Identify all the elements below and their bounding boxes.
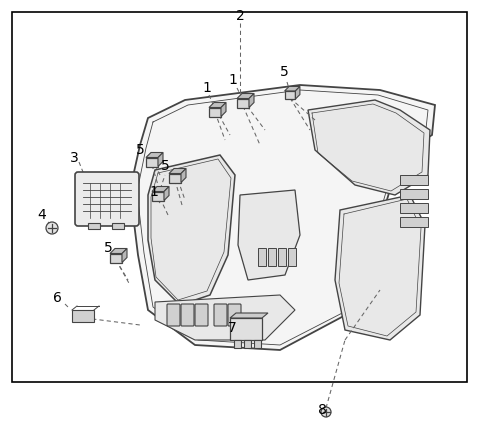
Polygon shape bbox=[238, 190, 300, 280]
Bar bbox=[268, 248, 276, 266]
Polygon shape bbox=[110, 248, 127, 254]
Polygon shape bbox=[308, 100, 430, 195]
Polygon shape bbox=[181, 168, 186, 183]
Circle shape bbox=[46, 222, 58, 234]
Bar bbox=[110, 254, 122, 262]
Polygon shape bbox=[155, 295, 295, 340]
Text: 5: 5 bbox=[280, 65, 288, 79]
Text: 6: 6 bbox=[53, 291, 61, 305]
Text: 8: 8 bbox=[318, 403, 326, 417]
Text: 5: 5 bbox=[161, 159, 169, 173]
Text: 4: 4 bbox=[37, 208, 47, 222]
Text: 2: 2 bbox=[236, 9, 244, 23]
FancyBboxPatch shape bbox=[167, 304, 180, 326]
Bar bbox=[400, 175, 428, 185]
Polygon shape bbox=[169, 168, 186, 173]
Bar bbox=[12, 12, 467, 382]
Text: 1: 1 bbox=[150, 185, 158, 199]
Text: 7: 7 bbox=[228, 321, 236, 335]
Bar bbox=[209, 108, 221, 116]
Bar bbox=[169, 173, 181, 183]
Polygon shape bbox=[237, 93, 254, 98]
Text: 1: 1 bbox=[203, 81, 211, 95]
Polygon shape bbox=[221, 102, 226, 116]
FancyBboxPatch shape bbox=[75, 172, 139, 226]
Bar bbox=[234, 340, 241, 348]
Bar bbox=[258, 248, 266, 266]
Bar bbox=[254, 340, 261, 348]
Bar bbox=[237, 98, 249, 108]
Bar bbox=[146, 157, 158, 167]
FancyBboxPatch shape bbox=[214, 304, 227, 326]
Polygon shape bbox=[335, 195, 425, 340]
Bar bbox=[72, 310, 94, 322]
Polygon shape bbox=[164, 187, 169, 201]
Polygon shape bbox=[158, 153, 163, 167]
Polygon shape bbox=[230, 313, 268, 318]
Text: 1: 1 bbox=[228, 73, 238, 87]
Bar bbox=[244, 340, 251, 348]
Polygon shape bbox=[148, 155, 235, 305]
Circle shape bbox=[321, 407, 331, 417]
Polygon shape bbox=[130, 85, 435, 350]
Bar bbox=[400, 217, 428, 227]
Polygon shape bbox=[209, 102, 226, 108]
FancyBboxPatch shape bbox=[195, 304, 208, 326]
Bar bbox=[278, 248, 286, 266]
Bar bbox=[230, 318, 262, 340]
Bar bbox=[112, 223, 124, 229]
Bar bbox=[152, 191, 164, 201]
Polygon shape bbox=[152, 187, 169, 191]
FancyBboxPatch shape bbox=[181, 304, 194, 326]
Text: 5: 5 bbox=[104, 241, 112, 255]
Polygon shape bbox=[295, 86, 300, 99]
Bar bbox=[400, 203, 428, 213]
Polygon shape bbox=[146, 153, 163, 157]
FancyBboxPatch shape bbox=[228, 304, 241, 326]
Polygon shape bbox=[122, 248, 127, 262]
Text: 3: 3 bbox=[70, 151, 78, 165]
Polygon shape bbox=[249, 93, 254, 108]
Bar bbox=[400, 189, 428, 199]
Bar bbox=[88, 223, 100, 229]
Bar bbox=[285, 91, 295, 99]
Text: 5: 5 bbox=[136, 143, 144, 157]
Bar bbox=[288, 248, 296, 266]
Polygon shape bbox=[285, 86, 300, 91]
